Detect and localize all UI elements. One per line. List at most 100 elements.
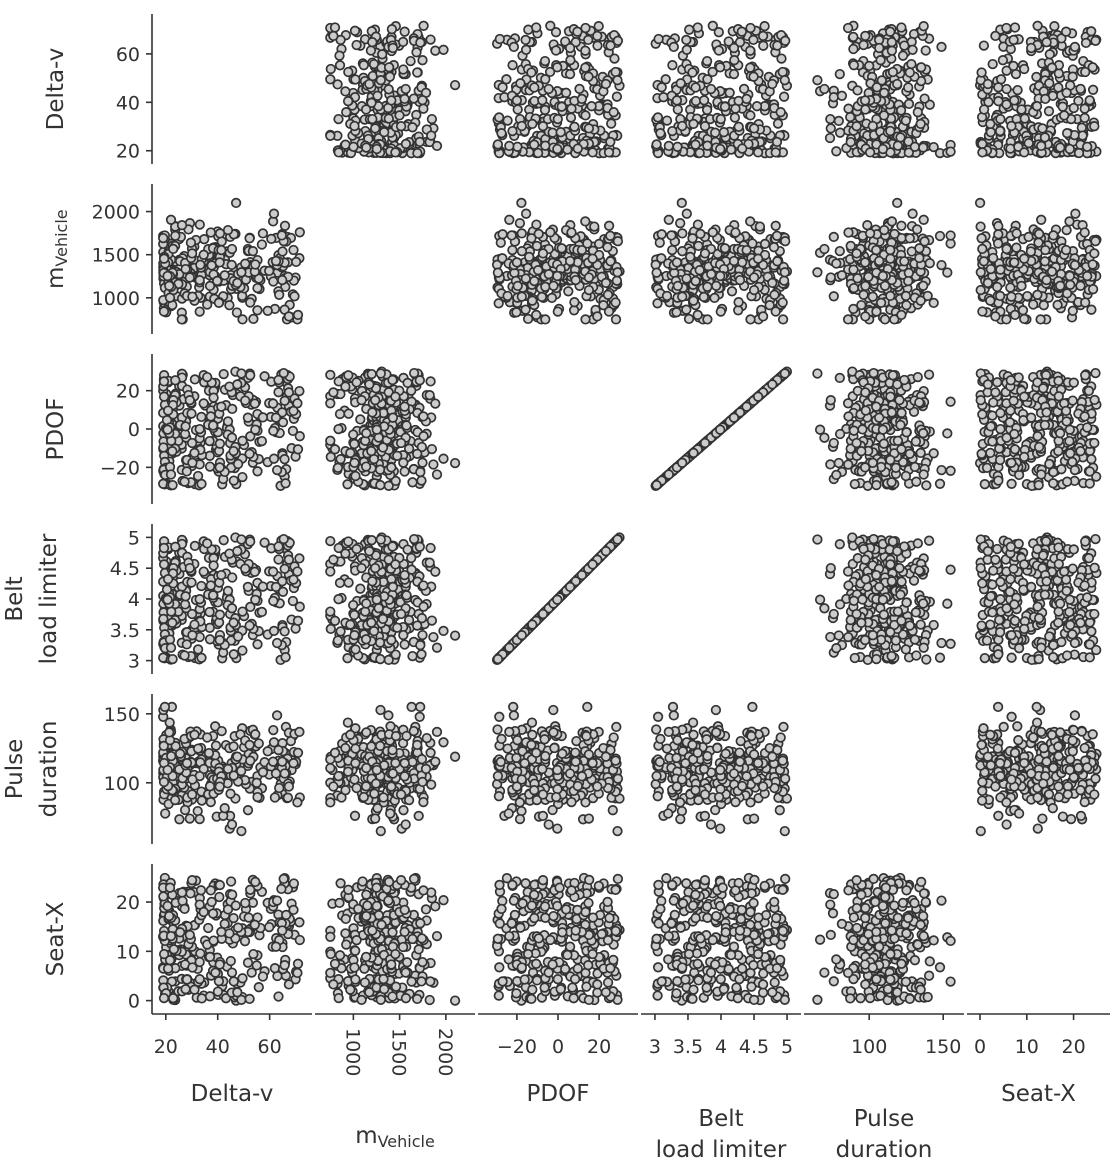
data-point [779, 368, 790, 379]
data-point [707, 227, 718, 238]
data-point [504, 214, 515, 225]
data-point [270, 581, 282, 593]
data-point [158, 542, 170, 554]
data-point [228, 475, 239, 486]
data-point [552, 143, 563, 155]
data-point [375, 75, 386, 86]
data-point [879, 87, 890, 98]
data-point [383, 113, 394, 124]
data-point [497, 82, 508, 93]
data-point [1061, 87, 1072, 98]
data-point [205, 580, 216, 591]
data-point [812, 267, 823, 278]
data-point [778, 275, 790, 286]
data-point [580, 45, 591, 56]
data-point [758, 40, 769, 51]
data-point [184, 272, 195, 283]
data-point [867, 457, 878, 468]
data-point [702, 74, 713, 85]
data-point [683, 313, 695, 325]
data-point [249, 566, 260, 577]
data-point [874, 412, 885, 423]
data-point [226, 432, 238, 443]
data-point [403, 443, 415, 454]
data-point [536, 291, 548, 303]
data-point [1046, 62, 1058, 73]
data-point [1006, 291, 1017, 302]
data-point [1026, 412, 1037, 423]
data-point [688, 447, 699, 459]
data-point [158, 391, 170, 402]
data-point [995, 113, 1006, 125]
data-point [592, 311, 603, 322]
data-point [886, 216, 898, 227]
data-point [1016, 104, 1027, 115]
data-point [227, 572, 238, 583]
data-point [1008, 60, 1019, 72]
data-point [918, 280, 929, 291]
data-point [1075, 280, 1086, 291]
data-point [371, 143, 382, 155]
data-point [216, 244, 227, 256]
data-point [524, 251, 535, 263]
data-point [709, 292, 720, 304]
data-point [348, 599, 359, 611]
data-point [418, 411, 429, 422]
data-point [418, 20, 429, 31]
data-point [252, 466, 263, 477]
data-point [279, 454, 290, 465]
data-point [896, 220, 907, 231]
data-point [1033, 228, 1045, 240]
data-point [502, 290, 513, 302]
data-point [273, 387, 284, 398]
cell-dv-vs-pulse [812, 20, 956, 159]
data-point [240, 563, 251, 574]
data-point [651, 479, 662, 491]
data-point [560, 87, 572, 98]
data-point [886, 477, 897, 488]
data-point [924, 258, 935, 269]
data-point [187, 291, 198, 302]
data-point [592, 30, 603, 42]
data-point [910, 436, 922, 447]
data-point [271, 464, 283, 476]
data-point [334, 60, 346, 71]
cell-mv-vs-dv [158, 197, 305, 325]
data-point [398, 64, 409, 75]
data-point [864, 147, 876, 158]
data-point [245, 370, 256, 381]
data-point [1005, 375, 1016, 386]
data-point [580, 216, 591, 227]
cell-pdof-vs-dv [158, 366, 305, 491]
data-point [214, 438, 226, 449]
data-point [240, 395, 251, 406]
data-point [343, 370, 354, 381]
data-point [370, 123, 381, 134]
data-point [1019, 313, 1030, 325]
data-point [526, 67, 537, 78]
data-point [864, 228, 876, 239]
data-point [250, 594, 261, 605]
data-point [548, 280, 559, 291]
data-point [514, 218, 526, 229]
data-point [189, 619, 200, 630]
data-point [335, 454, 346, 465]
data-point [1079, 411, 1090, 422]
data-point [250, 424, 261, 435]
data-point [885, 26, 896, 37]
data-point [333, 147, 344, 158]
data-point [494, 33, 505, 45]
data-point [399, 401, 410, 412]
data-point [701, 55, 713, 67]
data-point [264, 265, 275, 277]
cell-belt-vs-dv [158, 532, 305, 666]
data-point [348, 141, 359, 152]
data-point [654, 237, 665, 248]
data-point [877, 270, 889, 282]
data-point [715, 306, 726, 317]
data-point [325, 435, 336, 446]
data-point [886, 407, 897, 418]
data-point [915, 295, 926, 306]
data-point [334, 50, 345, 61]
data-point [165, 214, 177, 225]
